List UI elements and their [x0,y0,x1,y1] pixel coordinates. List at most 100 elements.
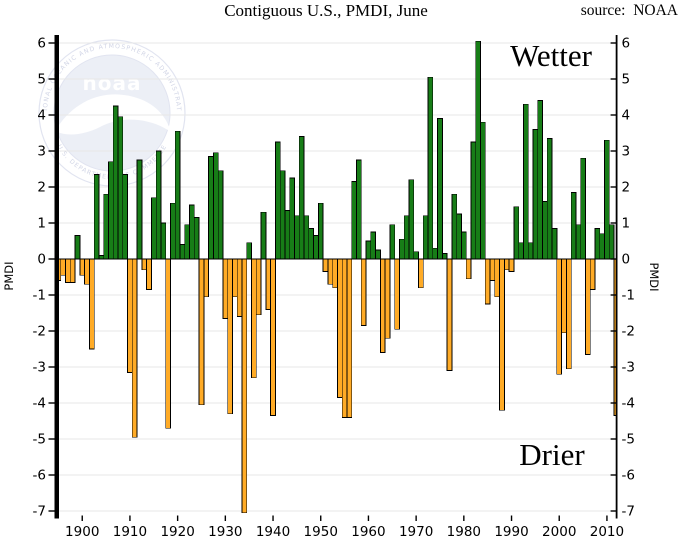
bar-1941 [275,141,281,260]
y-tick-label-left-0: 0 [37,252,46,268]
bar-1987 [494,258,501,298]
y-tick-label-right--5: -5 [622,432,635,448]
bar-2005 [580,157,586,260]
bar-1962 [375,249,381,260]
bar-1982 [470,141,477,260]
bar-1999 [551,227,558,260]
page-title: Contiguous U.S., PMDI, June [224,1,428,20]
bar-1930 [222,258,229,319]
bar-1901 [84,258,90,285]
bar-1986 [489,258,496,282]
bar-2007 [589,258,596,291]
bar-1992 [518,242,524,260]
y-tick-label-right--3: -3 [622,360,635,376]
bar-2009 [599,233,605,260]
y-axis-label-right: PMDI [647,262,661,292]
x-tick-label-1940: 1940 [256,524,290,540]
bar-1994 [527,242,534,260]
y-tick-label-left--4: -4 [33,396,46,412]
bar-1939 [265,258,272,310]
bar-1903 [93,173,100,260]
bar-1965 [389,224,396,260]
bar-1991 [513,206,520,260]
bar-1952 [327,258,334,285]
bar-1896 [60,258,66,276]
y-tick-label-left--3: -3 [33,360,46,376]
x-tick-label-1970: 1970 [399,524,433,540]
axes: 6 6 5 5 4 4 3 3 2 2 1 1 0 0 -1 -1 -2 -2 -3 -3 -4 -4 -5 -5 -6 -6 -7… [33,35,635,540]
x-tick-label-1930: 1930 [208,524,242,540]
bar-1911 [131,258,138,438]
bar-1975 [437,118,443,260]
bar-1950 [317,202,324,260]
bar-1973 [427,76,434,260]
bar-1936 [251,258,257,379]
bar-1974 [432,247,438,260]
bar-1990 [508,258,515,273]
y-tick-label-left-2: 2 [37,180,46,196]
bar-1985 [484,258,491,305]
bar-1920 [174,130,181,260]
bar-1932 [232,258,238,298]
bar-1970 [413,251,419,260]
bar-1940 [270,258,276,417]
bar-1904 [98,254,105,260]
bar-1947 [303,215,310,260]
bar-1972 [422,215,429,260]
y-tick-label-right-2: 2 [622,180,631,196]
bar-1968 [403,215,410,260]
bar-1929 [217,170,224,260]
y-tick-label-right--1: -1 [622,288,635,304]
bar-1926 [203,258,210,298]
bar-1996 [537,100,543,260]
bar-1902 [88,258,95,350]
y-tick-label-right-3: 3 [622,144,631,160]
y-tick-label-right-4: 4 [622,108,631,124]
bar-1921 [179,244,186,260]
bar-1917 [160,222,167,260]
bar-1938 [260,211,267,260]
x-tick-label-1990: 1990 [494,524,528,540]
y-tick-label-right--4: -4 [622,396,635,412]
bar-1977 [446,258,453,371]
bar-1955 [341,258,348,418]
y-tick-label-left--6: -6 [33,468,46,484]
bar-1918 [165,258,171,429]
y-tick-label-right-5: 5 [622,72,631,88]
y-tick-label-right--7: -7 [622,504,635,520]
bar-1964 [384,258,391,339]
bar-1978 [451,193,458,260]
bar-1928 [213,152,219,260]
source-label: source: NOAA [580,2,678,19]
bar-1963 [379,258,386,353]
bar-1925 [198,258,205,406]
bar-1951 [322,258,329,273]
bar-1997 [542,200,548,260]
bar-1957 [351,181,357,260]
bar-1915 [150,197,157,260]
bar-1913 [141,258,148,271]
bar-1993 [523,103,529,260]
bar-1956 [346,258,353,418]
y-tick-label-left--1: -1 [33,288,46,304]
bar-2012 [613,258,617,417]
y-axis-label-left: PMDI [2,261,16,291]
bar-2008 [594,227,601,260]
bar-1988 [499,258,505,411]
x-tick-label-1910: 1910 [113,524,147,540]
bar-1900 [79,258,86,276]
bar-1995 [532,128,539,260]
bar-1937 [255,258,262,316]
x-tick-label-2000: 2000 [542,524,576,540]
x-tick-label-1920: 1920 [160,524,194,540]
drier-annotation: Drier [519,437,585,472]
noaa-wordmark: noaa [83,71,142,95]
wetter-annotation: Wetter [510,38,592,73]
bar-1949 [313,235,319,260]
y-tick-label-left--5: -5 [33,432,46,448]
bar-1909 [122,173,128,260]
bar-1981 [465,258,472,280]
bars [58,40,617,514]
bar-1931 [227,258,233,415]
